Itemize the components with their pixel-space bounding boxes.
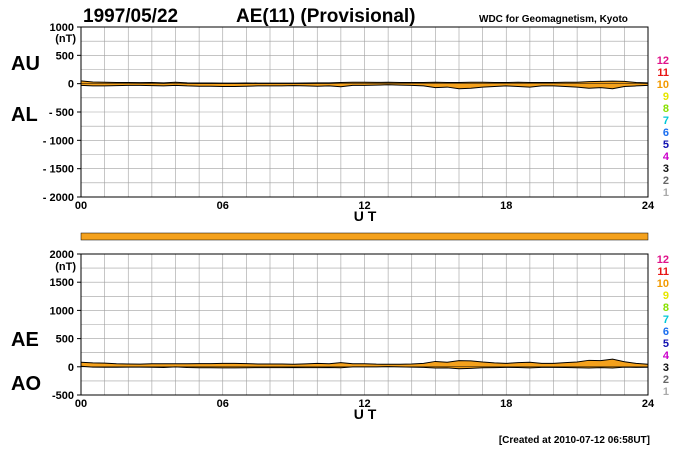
ae-ao-y-ticks: 2000 1500 1000 500 0 -500 [50, 249, 81, 402]
au-al-ytick-label: 1000 [50, 22, 74, 34]
ae-ao-legend-level: 5 [663, 338, 669, 350]
ae-side-label: AE [11, 329, 39, 351]
ao-side-label: AO [11, 373, 41, 395]
au-al-xtick-label: 00 [75, 200, 87, 212]
au-al-legend-level: 12 [657, 55, 669, 67]
ae-ao-ytick-label: 1000 [50, 305, 74, 317]
ae-ao-legend-level: 12 [657, 254, 669, 266]
ae-ao-legend-level: 10 [657, 278, 669, 290]
ae-ao-xtick-label: 24 [642, 398, 655, 410]
ae-ao-plot-frame [80, 253, 649, 396]
au-al-ytick-label: - 1000 [43, 135, 74, 147]
date-label: 1997/05/22 [83, 6, 178, 27]
au-al-ytick-label: 500 [56, 50, 74, 62]
ae-ao-ytick-label: 1500 [50, 277, 74, 289]
au-al-panel: 1000 500 0 - 500 - 1000 - 1500 - 2000 00 06 12 18… [11, 22, 655, 224]
au-al-legend-level: 2 [663, 175, 669, 187]
au-al-x-ticks: 00 06 12 18 24 [75, 200, 655, 212]
ae-ao-xtick-label: 06 [217, 398, 229, 410]
ae-ao-legend-level: 8 [663, 302, 669, 314]
au-al-xtick-label: 12 [358, 200, 370, 212]
au-al-legend-level: 3 [663, 163, 669, 175]
au-al-grid [81, 27, 648, 197]
ae-ao-ytick-label: 0 [68, 362, 74, 374]
ae-ao-ae-area [81, 359, 648, 367]
au-al-ytick-label: - 2000 [43, 192, 74, 204]
au-al-legend-level: 7 [663, 115, 669, 127]
ae-ao-legend-level: 6 [663, 326, 669, 338]
au-al-xtick-label: 18 [500, 200, 512, 212]
au-al-legend-level: 11 [657, 67, 669, 79]
au-al-data [80, 80, 649, 90]
al-side-label: AL [11, 104, 38, 126]
ae-ao-data [80, 358, 649, 370]
au-al-legend-level: 8 [663, 103, 669, 115]
au-al-al-line [80, 84, 649, 90]
ae-ao-legend-level: 2 [663, 374, 669, 386]
figure-title: AE(11) (Provisional) [236, 6, 416, 27]
ae-ao-legend-level: 11 [657, 266, 669, 278]
au-al-legend-level: 10 [657, 79, 669, 91]
au-al-ytick-label: 0 [68, 79, 74, 91]
au-side-label: AU [11, 53, 40, 75]
au-al-xtick-label: 24 [642, 200, 655, 212]
ae-ao-xtick-label: 12 [358, 398, 370, 410]
au-al-legend-level: 1 [663, 187, 669, 199]
au-al-xtick-label: 06 [217, 200, 229, 212]
ae-ao-xlabel: U T [354, 406, 377, 422]
au-al-ytick-label: - 500 [49, 107, 74, 119]
separator-bar [80, 232, 649, 241]
ae-ao-x-ticks: 00 06 12 18 24 [75, 398, 655, 410]
au-al-legend-level: 5 [663, 139, 669, 151]
ae-ao-legend-level: 9 [663, 290, 669, 302]
ae-ao-legend-level: 1 [663, 386, 669, 398]
ae-ao-xtick-label: 18 [500, 398, 512, 410]
au-al-legend-level: 4 [663, 151, 670, 163]
created-stamp: [Created at 2010-07-12 06:58UT] [499, 435, 650, 446]
ae-ao-xtick-label: 00 [75, 398, 87, 410]
au-al-ytick-label: - 1500 [43, 164, 74, 176]
au-al-xlabel: U T [354, 208, 377, 224]
ae-ao-legend-level: 4 [663, 350, 670, 362]
ae-ao-ylabel: (nT) [55, 261, 76, 273]
ae-ao-grid [81, 254, 648, 395]
ae-ao-ytick-label: 2000 [50, 249, 74, 261]
au-al-ylabel: (nT) [55, 33, 76, 45]
au-al-legend-level: 6 [663, 127, 669, 139]
ae-ao-legend-level: 3 [663, 362, 669, 374]
au-al-au-line [80, 80, 649, 84]
au-al-legend-level: 9 [663, 91, 669, 103]
ae-ao-panel: 2000 1500 1000 500 0 -500 00 06 12 18 24 (nT) U T… [11, 249, 655, 422]
source-label: WDC for Geomagnetism, Kyoto [479, 14, 628, 25]
au-al-y-ticks: 1000 500 0 - 500 - 1000 - 1500 - 2000 [43, 22, 81, 204]
ae-ao-ae-line [80, 358, 649, 365]
ae-ao-ytick-label: -500 [52, 390, 74, 402]
ae-ao-ytick-label: 500 [56, 334, 74, 346]
ae-ao-legend-level: 7 [663, 314, 669, 326]
au-al-al-area [81, 83, 648, 89]
